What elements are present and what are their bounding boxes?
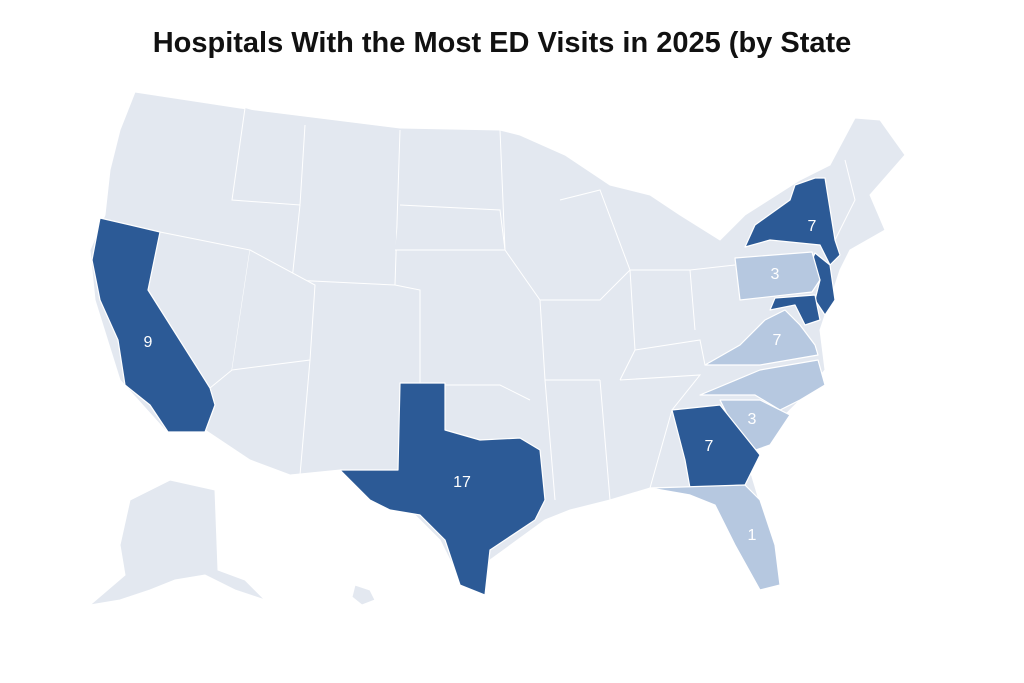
value-label: 7 — [773, 332, 782, 349]
regions — [91, 177, 841, 596]
value-label: 7 — [705, 438, 714, 455]
state-borders — [159, 107, 856, 501]
state-region — [649, 484, 781, 591]
state-region — [744, 177, 841, 266]
labels: 9 17 7 3 7 3 7 1 — [144, 218, 817, 544]
state-region — [704, 309, 819, 366]
value-label: 9 — [144, 334, 153, 351]
value-label: 3 — [771, 266, 780, 283]
state-region — [699, 359, 826, 411]
state-region — [671, 404, 761, 489]
state-region — [769, 294, 821, 326]
hawaii — [351, 584, 376, 606]
state-region — [339, 382, 546, 596]
value-label: 17 — [453, 474, 471, 491]
value-label: 7 — [808, 218, 817, 235]
state-region — [91, 217, 216, 433]
map-title: Hospitals With the Most ED Visits in 202… — [153, 27, 852, 59]
value-label: 3 — [748, 411, 757, 428]
alaska — [88, 479, 266, 606]
value-label: 1 — [748, 527, 757, 544]
state-region — [734, 251, 821, 301]
